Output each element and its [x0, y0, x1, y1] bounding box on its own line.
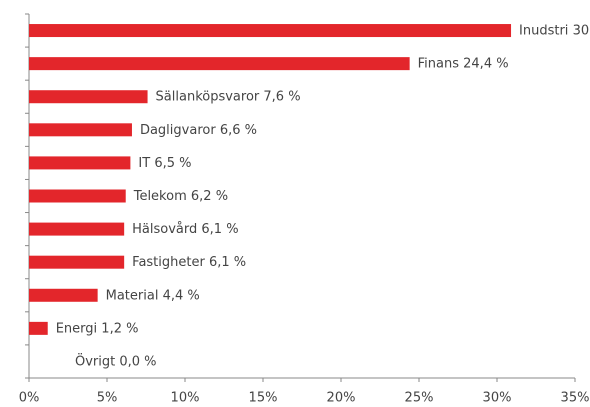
x-tick-label: 5%: [97, 391, 118, 406]
x-tick-label: 0%: [19, 391, 40, 406]
bar: [29, 255, 125, 269]
bar-label: Dagligvaror 6,6 %: [140, 122, 257, 137]
value-label: 4,4 %: [163, 288, 200, 303]
value-label: 6,2 %: [191, 189, 228, 204]
bar: [29, 189, 126, 203]
category-label: IT: [138, 155, 150, 170]
category-label: Finans: [418, 56, 460, 71]
bar-label: Telekom 6,2 %: [133, 189, 228, 204]
bar-label: IT 6,5 %: [138, 155, 191, 170]
category-label: Telekom: [133, 189, 187, 204]
category-label: Fastigheter: [132, 255, 205, 270]
bar-label: Material 4,4 %: [106, 288, 200, 303]
value-label: 6,1 %: [201, 222, 238, 237]
category-label: Material: [106, 288, 159, 303]
bar: [29, 288, 98, 302]
x-tick-label: 15%: [249, 391, 278, 406]
value-label: 24,4 %: [463, 56, 508, 71]
category-label: Dagligvaror: [140, 122, 216, 137]
bar: [29, 57, 410, 71]
bar-label: Inudstri 30,9 %: [519, 23, 590, 38]
value-label: 6,5 %: [154, 155, 191, 170]
category-label: Sällanköpsvaror: [156, 89, 260, 104]
value-label: 30,9 %: [573, 23, 590, 38]
bar: [29, 123, 132, 137]
bar-label: Energi 1,2 %: [56, 321, 139, 336]
value-label: 6,1 %: [209, 255, 246, 270]
value-label: 7,6 %: [263, 89, 300, 104]
value-label: 0,0 %: [119, 354, 156, 369]
bar-label: Finans 24,4 %: [418, 56, 509, 71]
x-tick-label: 30%: [483, 391, 512, 406]
x-tick-label: 25%: [405, 391, 434, 406]
value-label: 1,2 %: [101, 321, 138, 336]
x-tick-label: 35%: [561, 391, 590, 406]
bar: [29, 24, 512, 38]
bar-label: Övrigt 0,0 %: [75, 352, 157, 369]
bar: [29, 156, 131, 170]
category-label: Övrigt: [75, 352, 115, 369]
category-label: Inudstri: [519, 23, 568, 38]
category-label: Hälsovård: [132, 222, 197, 237]
bar-label: Sällanköpsvaror 7,6 %: [156, 89, 301, 104]
bar: [29, 222, 125, 236]
x-tick-label: 10%: [171, 391, 200, 406]
bar-label: Fastigheter 6,1 %: [132, 255, 246, 270]
x-tick-label: 20%: [327, 391, 356, 406]
category-label: Energi: [56, 321, 97, 336]
bar: [29, 90, 148, 104]
value-label: 6,6 %: [220, 122, 257, 137]
bar: [29, 321, 48, 335]
bar-label: Hälsovård 6,1 %: [132, 222, 238, 237]
